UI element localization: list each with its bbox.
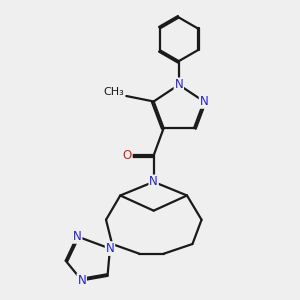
Text: CH₃: CH₃ bbox=[103, 87, 124, 98]
Text: N: N bbox=[77, 274, 86, 287]
Text: O: O bbox=[123, 149, 132, 162]
Text: N: N bbox=[200, 95, 208, 108]
Text: N: N bbox=[149, 175, 158, 188]
Text: N: N bbox=[174, 78, 183, 91]
Text: N: N bbox=[106, 242, 114, 255]
Text: N: N bbox=[73, 230, 82, 243]
